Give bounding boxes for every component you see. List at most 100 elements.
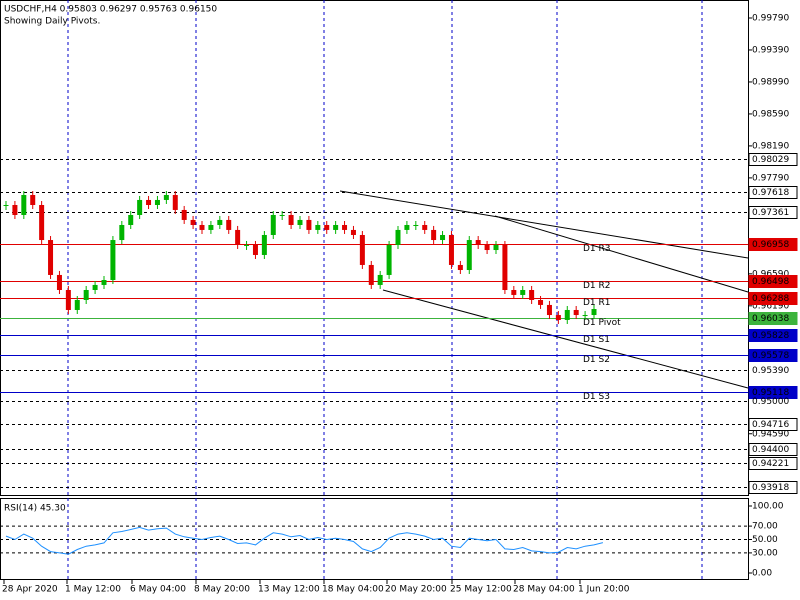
pivot-name: D1 Pivot [583,318,621,328]
level-box [748,386,798,399]
candle-body [404,224,410,230]
candle-body [315,224,321,230]
candle-body [261,234,267,255]
y-tick-label: 0.99390 [752,45,789,55]
candle-body [163,195,169,200]
level-label: 0.98029 [752,155,789,165]
candle-body [252,244,258,255]
x-tick-label: 6 May 04:00 [130,585,186,595]
candle-body [154,199,160,206]
level-label: 0.95578 [752,351,789,361]
y-tick-label: 0.97790 [752,173,789,183]
pivot-name: D1 S2 [583,355,610,365]
chart-subtitle: Showing Daily Pivots. [4,17,100,27]
candle-body [190,219,196,225]
candle-body [146,199,152,206]
candle-body [56,274,62,290]
level-box [748,206,798,219]
candle-body [208,224,214,230]
pivot-name: D1 R1 [583,298,611,308]
level-label: 0.95390 [752,366,789,376]
x-tick-label: 28 May 04:00 [513,585,575,595]
candle-body [226,219,232,230]
candle-body [413,224,419,226]
candle-body [457,264,463,271]
level-label: 0.96958 [752,240,789,250]
candle-body [511,289,517,295]
rsi-tick-label: 30.00 [752,548,778,558]
y-tick-label: 0.96190 [752,301,789,311]
candle-body [333,224,339,230]
level-label: 0.96498 [752,277,789,287]
candle-body [591,309,597,316]
candle-body [493,244,499,251]
level-box [748,457,798,470]
candle-body [538,299,544,305]
candle-body [128,214,134,225]
candle-body [110,240,116,281]
candle-body [21,195,27,215]
level-label: 0.93918 [752,483,789,493]
rsi-tick-label: 100.00 [752,502,784,512]
candle-body [30,195,36,206]
candle-body [395,229,401,245]
candle-body [342,224,348,230]
level-label: 0.94221 [752,459,789,469]
pivot-name: D1 S3 [583,392,610,402]
x-tick-label: 28 Apr 2020 [2,585,58,595]
candle-body [582,315,588,317]
candle-body [39,205,45,241]
level-label: 0.94716 [752,420,789,430]
x-tick-label: 13 May 12:00 [258,585,320,595]
candle-body [306,219,312,230]
level-box [748,292,798,305]
level-label: 0.95118 [752,388,789,398]
pivot-name: D1 R3 [583,244,611,254]
level-box [748,238,798,251]
y-tick-label: 0.99790 [752,13,789,23]
candle-body [520,289,526,295]
candle-body [65,289,71,310]
candle-body [475,240,481,245]
candle-body [502,244,508,290]
rsi-tick-label: 50.00 [752,535,778,545]
y-tick-label: 0.98590 [752,109,789,119]
y-tick-label: 0.94590 [752,429,789,439]
candle-body [3,205,9,207]
x-tick-label: 8 May 20:00 [194,585,250,595]
candle-body [564,309,570,320]
level-label: 0.97618 [752,188,789,198]
level-box [748,481,798,494]
level-label: 0.96038 [752,314,789,324]
level-box [748,329,798,342]
candle-body [137,199,143,215]
candle-body [573,309,579,316]
candle-body [270,214,276,235]
y-tick-label: 0.98990 [752,77,789,87]
y-tick-label: 0.98190 [752,141,789,151]
candle-body [324,224,330,230]
level-label: 0.95828 [752,331,789,341]
candle-body [83,289,89,300]
pivot-name: D1 S1 [583,335,610,345]
candle-body [92,284,98,290]
candle-body [555,315,561,320]
level-box [748,349,798,362]
pivot-name: D1 R2 [583,281,611,291]
x-tick-label: 20 May 20:00 [385,585,447,595]
candle-body [529,289,535,300]
level-label: 0.94400 [752,445,789,455]
level-box [748,153,798,166]
candle-body [101,280,107,285]
candle-body [440,234,446,241]
level-box [748,312,798,325]
chart-title: USDCHF,H4 0.95803 0.96297 0.95763 0.9615… [4,5,217,15]
rsi-title: RSI(14) 45.30 [4,504,66,514]
level-box [748,418,798,431]
candle-body [466,240,472,271]
candle-body [279,214,285,216]
candle-body [377,274,383,285]
candle-body [199,224,205,230]
